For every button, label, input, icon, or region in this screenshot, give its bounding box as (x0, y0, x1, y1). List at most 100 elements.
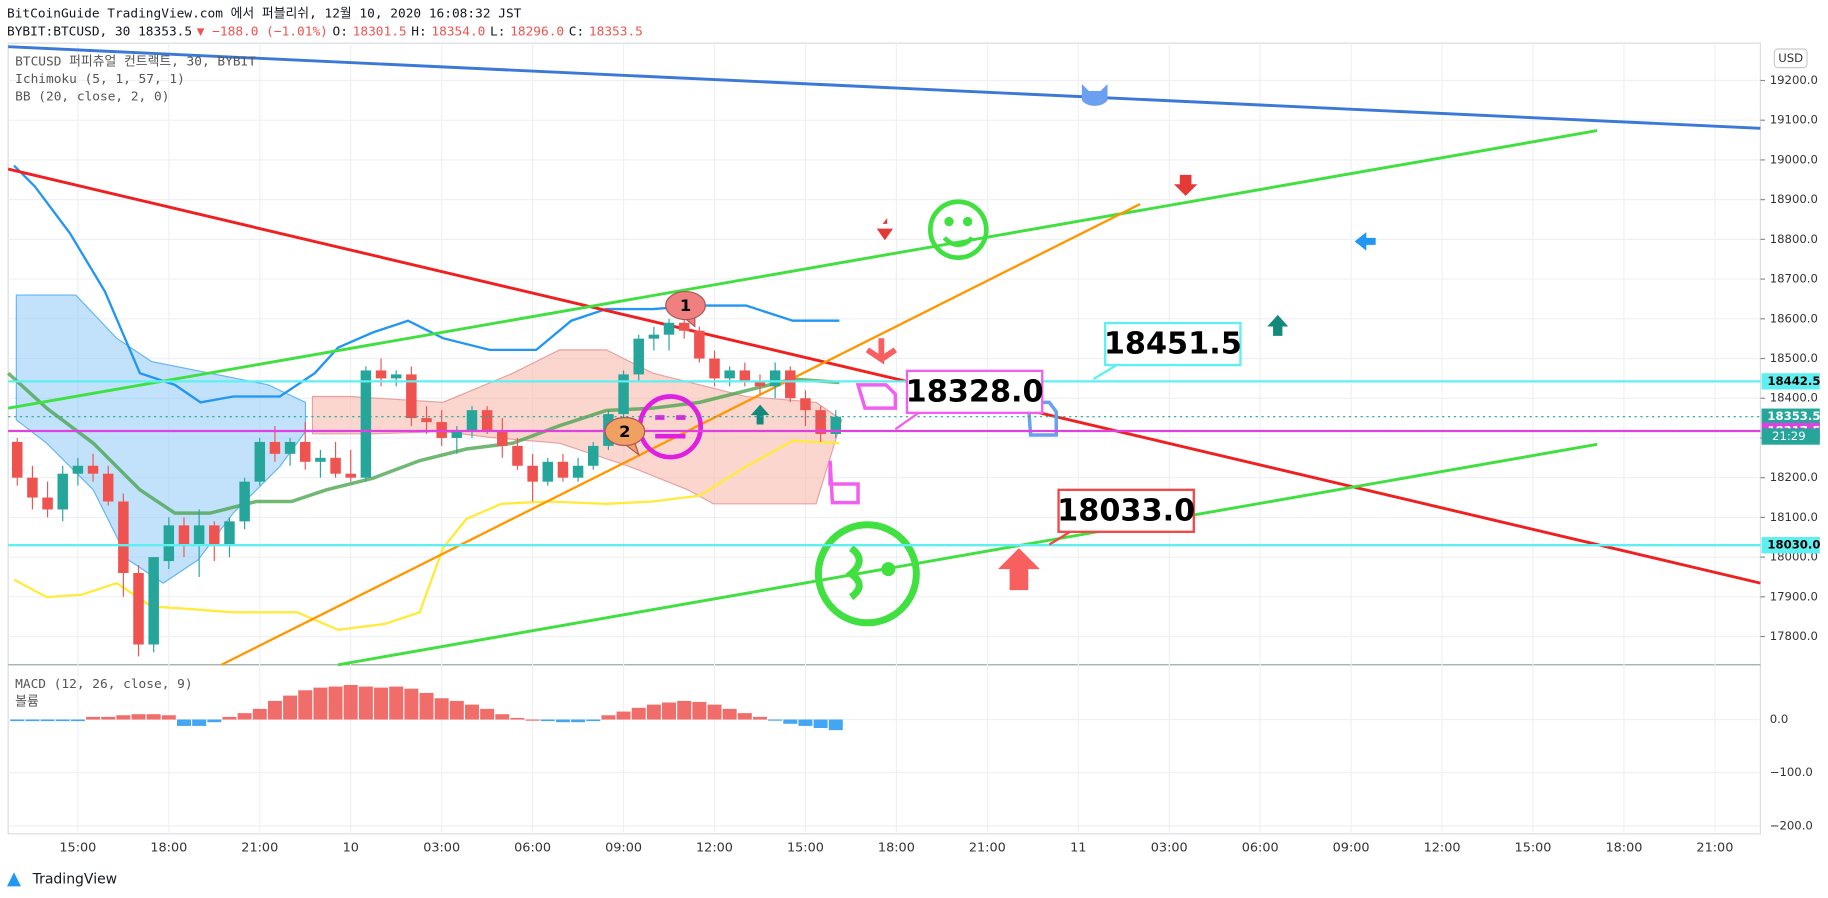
candle-body (87, 465, 99, 474)
macd-bar (222, 716, 237, 720)
callout-box (1057, 488, 1195, 533)
symbol-segment: H: (411, 24, 426, 39)
macd-bar (783, 719, 798, 724)
countdown-box (1761, 428, 1820, 445)
macd-bar (404, 688, 419, 720)
macd-bar (631, 707, 646, 720)
legend-item: BB (20, close, 2, 0) (15, 89, 169, 104)
candle-body (724, 370, 735, 379)
volume-title: 볼륨 (15, 695, 39, 710)
macd-bar (252, 708, 267, 720)
macd-bar (495, 714, 510, 720)
x-tick-label: 18:00 (150, 840, 187, 855)
candle-body (466, 410, 478, 431)
macd-bar (313, 687, 328, 720)
macd-bar (116, 715, 131, 720)
y-tick-label: 17800.0 (1770, 629, 1818, 643)
candle-body (451, 430, 463, 438)
macd-bar (813, 719, 828, 729)
macd-bar (237, 713, 252, 720)
macd-bar (707, 704, 722, 720)
macd-bar (176, 719, 191, 726)
candle-body (648, 334, 660, 339)
price-label-box (1761, 408, 1820, 425)
candle-body (542, 461, 554, 482)
candle-body (527, 465, 538, 482)
legend-item: BTCUSD 퍼피츄얼 컨트랙트, 30, BYBIT (15, 54, 256, 69)
macd-bar (737, 713, 752, 720)
trendline (7, 167, 1761, 585)
candle-body (375, 370, 387, 379)
x-tick-label: 12:00 (1424, 840, 1461, 855)
macd-bar (101, 716, 116, 720)
x-tick-label: 11 (1070, 840, 1086, 855)
macd-bar (146, 714, 161, 720)
macd-bar (692, 701, 707, 720)
publish-title: BitCoinGuide TradingView.com 에서 퍼블리쉬, 12… (7, 6, 522, 21)
candle-body (769, 370, 781, 387)
macd-bar (55, 719, 70, 722)
price-label: 18442.5 (1767, 374, 1820, 388)
candle-body (148, 557, 159, 645)
macd-bar (40, 719, 55, 722)
price-label-box (1761, 373, 1820, 390)
y-tick-label: −100.0 (1770, 765, 1813, 779)
currency-box (1773, 48, 1808, 69)
hand-icon (855, 383, 898, 410)
x-tick-label: 21:00 (1696, 840, 1733, 855)
macd-bar (267, 700, 282, 720)
candle-body (739, 370, 751, 383)
candle-body (694, 330, 705, 359)
x-tick-label: 06:00 (1242, 840, 1279, 855)
macd-bar (525, 719, 540, 721)
macd-bar (328, 686, 343, 720)
symbol-segment: 18354.0 (431, 24, 485, 39)
trendline (8, 45, 1761, 130)
countdown: 21:29 (1772, 429, 1806, 443)
symbol-segment: L: (490, 24, 505, 39)
candle-body (572, 465, 584, 478)
symbol-segment: 18301.5 (353, 24, 407, 39)
callout-pointer (1092, 364, 1118, 381)
macd-bar (480, 708, 495, 720)
macd-bar (131, 714, 146, 720)
candle-body (284, 441, 296, 454)
x-tick-label: 06:00 (514, 840, 551, 855)
y-tick-label: 18400.0 (1770, 391, 1818, 405)
arrow-down (865, 338, 897, 365)
callout-text: 18033.0 (1057, 493, 1195, 528)
candle-body (360, 370, 372, 478)
x-tick-label: 03:00 (1151, 840, 1188, 855)
macd-bar (70, 719, 85, 722)
x-tick-label: 09:00 (1333, 840, 1370, 855)
candle-body (133, 573, 144, 645)
callout-text: 18328.0 (906, 375, 1044, 410)
symbol-segment: C: (569, 24, 584, 39)
x-tick-label: 03:00 (423, 840, 460, 855)
candle-body (178, 525, 190, 546)
x-tick-label: 12:00 (696, 840, 733, 855)
candle-body (390, 374, 402, 379)
candle-body (406, 374, 417, 419)
candle-body (618, 374, 629, 415)
candle-body (421, 418, 432, 423)
hand-icon (1026, 400, 1058, 437)
symbol-segment: 18353.5 (589, 24, 643, 39)
candle-body (678, 322, 690, 331)
arrow-left (1354, 232, 1376, 251)
arrow-down (1173, 174, 1198, 196)
x-tick-label: 21:00 (969, 840, 1006, 855)
callout-bubble (665, 290, 706, 321)
hand-icon (828, 460, 860, 505)
macd-bar (464, 704, 479, 720)
macd-bar (298, 690, 313, 720)
macd-bar (192, 719, 207, 726)
currency: USD (1778, 51, 1803, 65)
bb-lower (13, 439, 840, 631)
arrow-down (876, 218, 894, 241)
candle-body (27, 477, 38, 498)
candle-body (800, 398, 811, 411)
symbol-line: BYBIT:BTCUSD, 30 18353.5 ▼ −188.0 (−1.01%… (7, 24, 643, 39)
